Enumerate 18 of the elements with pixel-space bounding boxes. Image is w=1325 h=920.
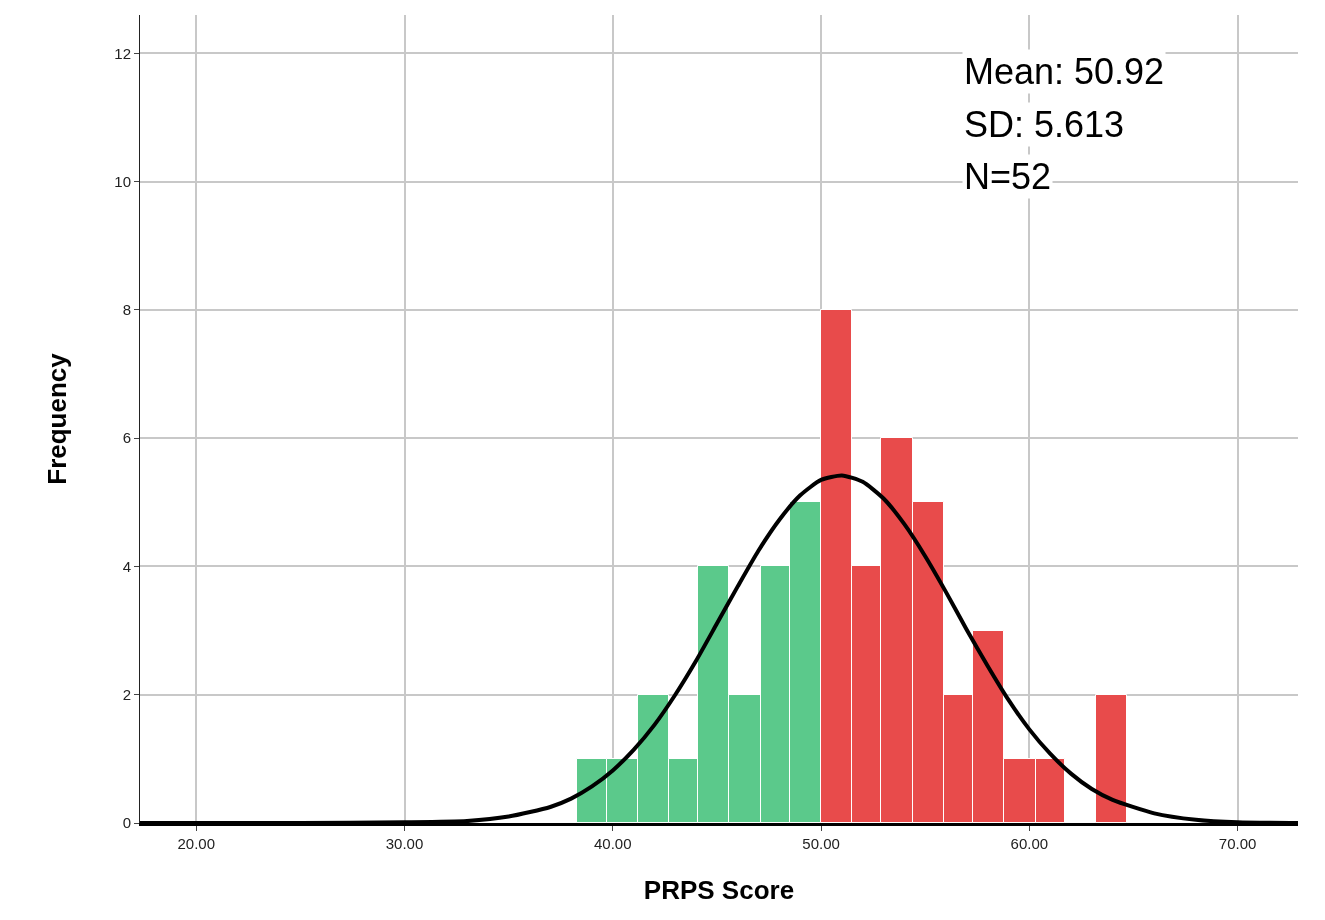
x-tick-label: 30.00 [385, 835, 424, 852]
y-tick-label: 8 [122, 301, 131, 319]
x-axis-title: PRPS Score [643, 874, 795, 905]
y-tick-label: 10 [114, 172, 131, 190]
annotation: N=52 [964, 156, 1052, 197]
y-tick-label: 12 [114, 44, 131, 62]
x-tick-label: 50.00 [802, 835, 840, 852]
y-tick-label: 6 [122, 429, 131, 447]
y-tick-label: 4 [122, 557, 131, 575]
x-tick-label: 60.00 [1010, 835, 1049, 852]
annotation: Mean: 50.92 [964, 51, 1165, 92]
x-tick-label: 70.00 [1218, 835, 1257, 852]
y-tick-label: 0 [122, 814, 131, 832]
annotation: SD: 5.613 [964, 104, 1125, 145]
y-tick-label: 2 [122, 686, 131, 703]
y-axis-title: Frequency [41, 352, 72, 485]
x-tick-label: 40.00 [594, 835, 632, 852]
x-tick-label: 20.00 [177, 835, 215, 852]
